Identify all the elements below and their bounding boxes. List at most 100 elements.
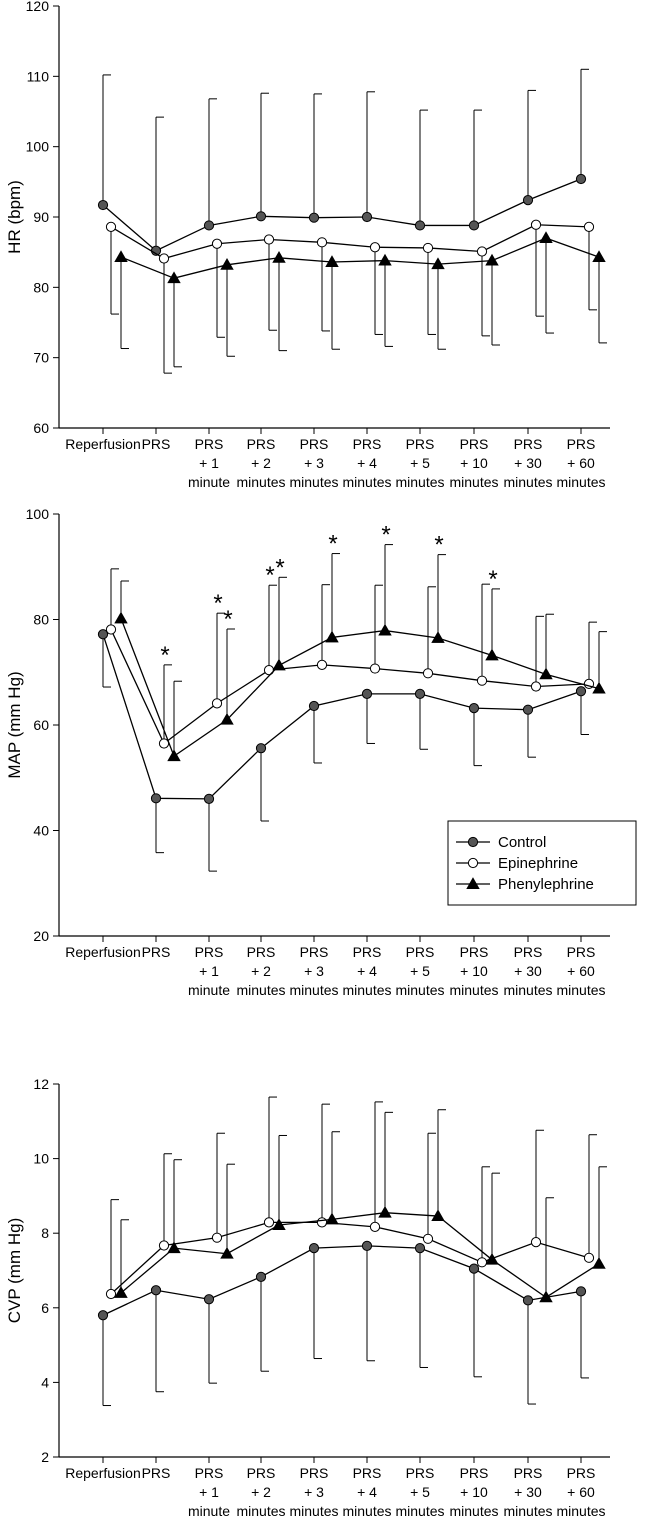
data-point xyxy=(325,1212,339,1225)
series-line xyxy=(110,629,590,745)
series-line xyxy=(102,634,582,800)
data-point xyxy=(485,648,499,661)
x-tick-label: Reperfusion xyxy=(65,1465,141,1481)
x-tick-label: + 5 xyxy=(410,963,430,979)
series-line xyxy=(120,1212,600,1299)
series-phenylephrine xyxy=(114,231,607,368)
legend-label: Epinephrine xyxy=(498,855,578,872)
significance-star: * xyxy=(213,590,222,617)
data-point xyxy=(167,1241,181,1254)
data-point xyxy=(422,242,434,254)
data-point xyxy=(316,659,328,670)
x-tick-label: PRS xyxy=(460,436,489,452)
data-point xyxy=(203,793,215,804)
data-point xyxy=(272,1218,286,1230)
data-point xyxy=(308,1243,320,1254)
x-tick-label: PRS xyxy=(353,436,382,452)
x-tick-label: + 10 xyxy=(460,1484,488,1500)
y-tick-label: 12 xyxy=(33,1076,49,1092)
x-tick-label: PRS xyxy=(567,1465,596,1481)
data-point xyxy=(422,1233,434,1244)
data-point xyxy=(522,1295,534,1306)
data-point xyxy=(592,681,606,694)
series-epinephrine xyxy=(105,219,597,374)
data-point xyxy=(522,704,534,715)
data-point xyxy=(530,1237,542,1248)
legend-marker xyxy=(466,877,480,889)
legend-marker xyxy=(467,857,479,869)
legend: Control Epinephrine Phenylephrine xyxy=(447,820,637,906)
x-tick-label: minutes xyxy=(395,1503,444,1519)
x-tick-label: PRS xyxy=(406,1465,435,1481)
y-axis-label: MAP (mm Hg) xyxy=(5,671,24,778)
legend-marker xyxy=(467,836,479,848)
data-point xyxy=(575,686,587,697)
x-tick-label: minutes xyxy=(236,1503,285,1519)
x-tick-label: minutes xyxy=(289,1503,338,1519)
y-tick-label: 70 xyxy=(33,350,49,366)
x-tick-label: + 10 xyxy=(460,963,488,979)
y-tick-label: 80 xyxy=(33,612,49,628)
x-tick-label: minutes xyxy=(503,982,552,998)
data-point xyxy=(325,630,339,643)
x-tick-label: + 4 xyxy=(357,963,377,979)
data-point xyxy=(220,258,234,270)
x-tick-label: minutes xyxy=(503,1503,552,1519)
data-point xyxy=(325,255,339,267)
data-point xyxy=(255,211,267,222)
legend-label: Phenylephrine xyxy=(498,876,594,893)
x-tick-label: minutes xyxy=(449,982,498,998)
data-point xyxy=(203,220,215,231)
data-point xyxy=(97,629,109,640)
x-tick-label: PRS xyxy=(142,436,171,452)
x-tick-label: + 30 xyxy=(514,1484,542,1500)
x-tick-label: PRS xyxy=(353,944,382,960)
x-tick-label: minutes xyxy=(342,982,391,998)
x-tick-label: minutes xyxy=(289,982,338,998)
series-control xyxy=(97,1240,589,1407)
data-point xyxy=(422,668,434,679)
data-point xyxy=(255,743,267,754)
x-tick-label: PRS xyxy=(460,1465,489,1481)
series-line xyxy=(120,618,600,758)
y-tick-label: 60 xyxy=(33,717,49,733)
x-tick-label: PRS xyxy=(567,944,596,960)
data-point xyxy=(431,631,445,643)
x-tick-label: minutes xyxy=(449,474,498,490)
legend-label: Control xyxy=(498,834,546,851)
data-point xyxy=(361,688,373,699)
data-point xyxy=(211,1232,223,1243)
x-tick-label: PRS xyxy=(142,1465,171,1481)
significance-star: * xyxy=(275,554,284,581)
x-tick-label: minute xyxy=(188,474,230,490)
data-point xyxy=(414,688,426,699)
x-tick-label: + 4 xyxy=(357,455,377,471)
significance-star: * xyxy=(265,562,274,589)
x-tick-label: + 30 xyxy=(514,963,542,979)
x-tick-label: minute xyxy=(188,1503,230,1519)
data-point xyxy=(158,1240,170,1251)
data-point xyxy=(220,712,234,725)
x-tick-label: PRS xyxy=(300,436,329,452)
data-point xyxy=(592,1256,606,1269)
x-tick-label: PRS xyxy=(300,944,329,960)
data-point xyxy=(203,1294,215,1305)
y-axis-label: CVP (mm Hg) xyxy=(5,1218,24,1323)
x-tick-label: + 1 xyxy=(199,455,219,471)
x-tick-label: + 2 xyxy=(251,1484,271,1500)
x-tick-label: PRS xyxy=(514,944,543,960)
x-tick-label: minutes xyxy=(503,474,552,490)
x-tick-label: + 5 xyxy=(410,455,430,471)
series-phenylephrine xyxy=(114,544,607,762)
data-point xyxy=(369,242,381,253)
y-tick-label: 90 xyxy=(33,209,49,225)
x-tick-label: PRS xyxy=(514,1465,543,1481)
x-tick-label: + 10 xyxy=(460,455,488,471)
x-tick-label: PRS xyxy=(195,1465,224,1481)
data-point xyxy=(378,623,392,636)
data-point xyxy=(539,231,553,244)
data-point xyxy=(369,663,381,674)
